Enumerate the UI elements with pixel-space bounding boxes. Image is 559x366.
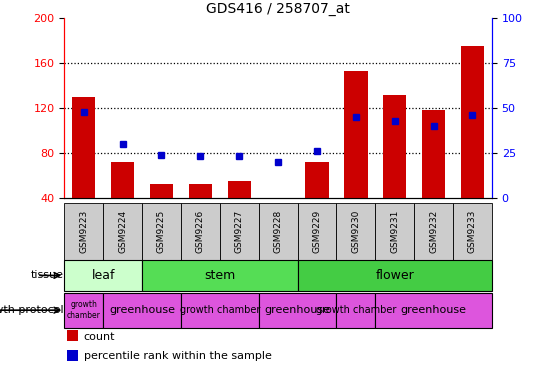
Text: GSM9228: GSM9228 — [273, 210, 283, 253]
Text: GSM9229: GSM9229 — [312, 210, 321, 253]
Text: GSM9233: GSM9233 — [468, 210, 477, 253]
Bar — [375, 203, 414, 260]
Text: leaf: leaf — [92, 269, 115, 282]
Text: stem: stem — [204, 269, 235, 282]
Text: greenhouse: greenhouse — [401, 305, 467, 315]
Bar — [142, 260, 297, 291]
Title: GDS416 / 258707_at: GDS416 / 258707_at — [206, 2, 350, 16]
Bar — [67, 330, 78, 341]
Bar — [64, 203, 103, 260]
Text: GSM9225: GSM9225 — [157, 210, 166, 253]
Bar — [228, 181, 251, 198]
Bar — [67, 350, 78, 361]
Bar — [259, 293, 337, 328]
Bar — [414, 203, 453, 260]
Bar — [103, 203, 142, 260]
Text: GSM9230: GSM9230 — [352, 210, 361, 253]
Bar — [297, 203, 337, 260]
Text: growth
chamber: growth chamber — [67, 300, 101, 320]
Text: percentile rank within the sample: percentile rank within the sample — [84, 351, 272, 361]
Text: growth protocol: growth protocol — [0, 305, 64, 315]
Text: growth chamber: growth chamber — [316, 305, 396, 315]
Bar — [305, 162, 329, 198]
Text: GSM9224: GSM9224 — [118, 210, 127, 253]
Bar — [453, 203, 492, 260]
Text: growth chamber: growth chamber — [179, 305, 260, 315]
Bar — [422, 110, 446, 198]
Bar — [181, 293, 259, 328]
Bar — [344, 71, 367, 198]
Text: count: count — [84, 332, 115, 341]
Text: GSM9226: GSM9226 — [196, 210, 205, 253]
Bar — [297, 260, 492, 291]
Text: greenhouse: greenhouse — [264, 305, 330, 315]
Text: greenhouse: greenhouse — [109, 305, 175, 315]
Bar — [375, 293, 492, 328]
Bar — [220, 203, 259, 260]
Bar — [72, 97, 96, 198]
Bar — [181, 203, 220, 260]
Bar — [142, 203, 181, 260]
Bar — [111, 162, 134, 198]
Text: GSM9223: GSM9223 — [79, 210, 88, 253]
Bar — [103, 293, 181, 328]
Text: GSM9227: GSM9227 — [235, 210, 244, 253]
Bar — [461, 46, 484, 198]
Text: GSM9231: GSM9231 — [390, 210, 399, 253]
Text: GSM9232: GSM9232 — [429, 210, 438, 253]
Bar — [383, 94, 406, 198]
Bar — [189, 184, 212, 198]
Text: flower: flower — [375, 269, 414, 282]
Bar — [337, 203, 375, 260]
Bar — [259, 203, 297, 260]
Bar — [64, 260, 142, 291]
Bar — [150, 184, 173, 198]
Text: tissue: tissue — [31, 270, 64, 280]
Bar — [337, 293, 375, 328]
Bar — [64, 293, 103, 328]
